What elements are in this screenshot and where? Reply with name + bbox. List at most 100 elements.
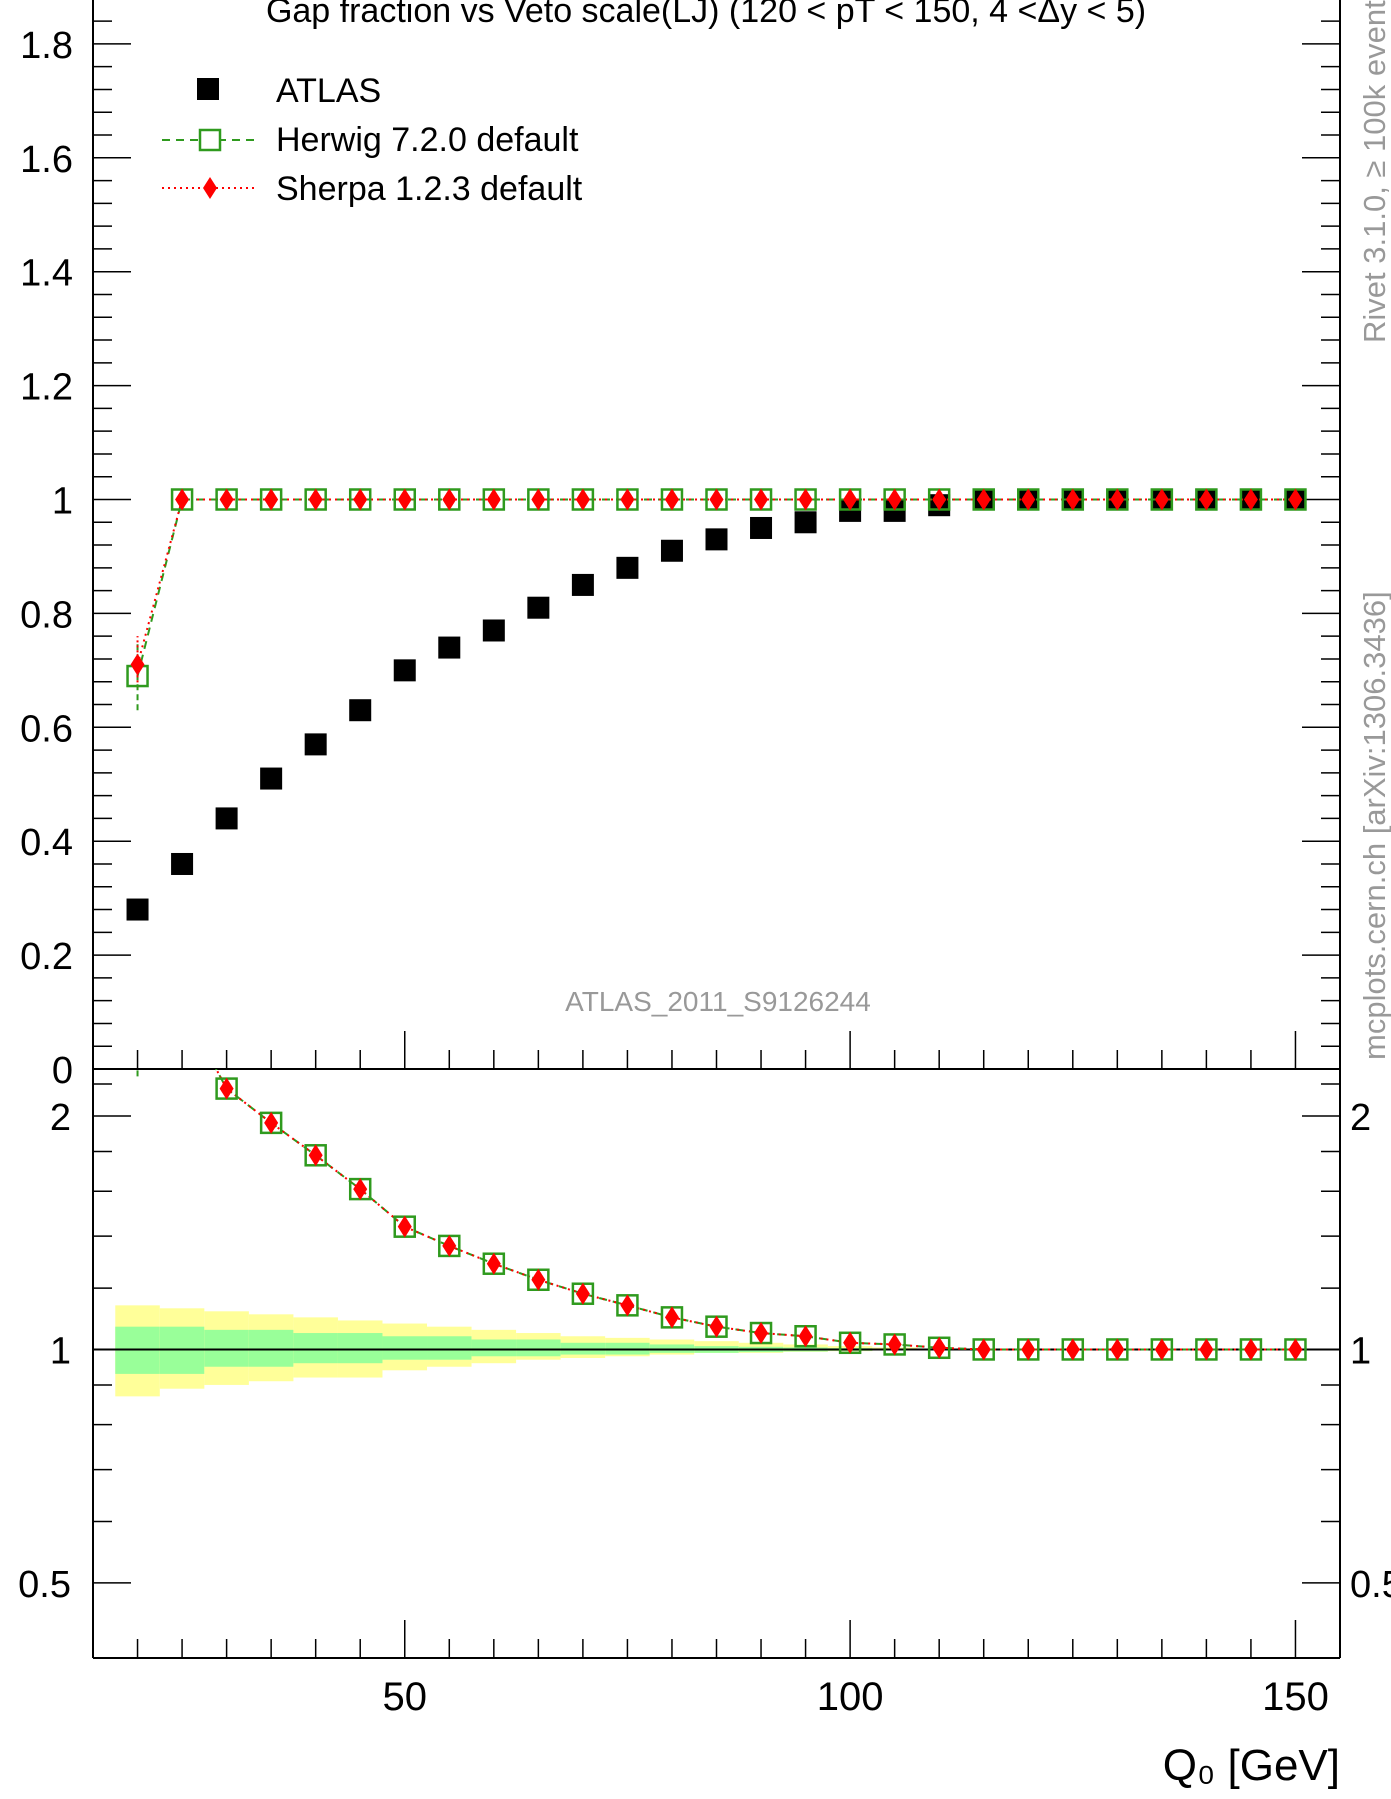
legend-sherpa-label: Sherpa 1.2.3 default <box>276 170 583 208</box>
sherpa-point <box>798 488 813 511</box>
ratio-sherpa-point <box>798 1325 813 1348</box>
sherpa-point <box>397 488 412 511</box>
sherpa-point <box>843 488 858 511</box>
sherpa-point <box>1021 488 1036 511</box>
sherpa-point <box>442 488 457 511</box>
sherpa-line <box>136 498 1296 665</box>
ratio-y-tick-label-right: 1 <box>1350 1330 1371 1372</box>
main-y-tick-label: 0.8 <box>20 594 73 636</box>
sherpa-point <box>620 488 635 511</box>
main-y-tick-label: 1 <box>52 481 73 523</box>
ratio-sherpa-point <box>843 1331 858 1354</box>
ratio-stat-band <box>204 1329 249 1367</box>
atlas-point <box>482 619 505 642</box>
main-y-tick-label: 0.4 <box>20 822 73 864</box>
ratio-y-tick-label: 0.5 <box>18 1564 71 1606</box>
atlas-point <box>171 852 194 875</box>
ratio-stat-band <box>382 1336 428 1360</box>
sherpa-point <box>754 488 769 511</box>
atlas-point <box>616 556 639 579</box>
legend-herwig-marker <box>198 128 222 152</box>
x-tick-label: 100 <box>817 1675 884 1719</box>
sherpa-point <box>175 488 190 511</box>
sherpa-point <box>709 488 724 511</box>
sherpa-point <box>219 488 234 511</box>
herwig-line <box>136 498 1296 677</box>
atlas-point <box>126 898 149 921</box>
sherpa-point <box>976 488 991 511</box>
ratio-sherpa-point <box>1199 1338 1214 1361</box>
sherpa-point <box>932 488 947 511</box>
main-y-tick-label: 1.4 <box>20 253 73 295</box>
mcplots-reference-label: mcplots.cern.ch [arXiv:1306.3436] <box>1357 591 1391 1060</box>
ratio-sherpa-point <box>308 1144 323 1167</box>
sherpa-point <box>486 488 501 511</box>
main-y-tick-label: 1.2 <box>20 367 73 409</box>
legend-herwig-label: Herwig 7.2.0 default <box>276 121 579 159</box>
main-y-tick-label: 1.6 <box>20 139 73 181</box>
ratio-sherpa-point <box>1243 1338 1258 1361</box>
ratio-sherpa-point <box>1288 1338 1303 1361</box>
atlas-point <box>571 573 594 596</box>
atlas-point <box>705 528 728 551</box>
ratio-stat-band <box>337 1333 383 1364</box>
ratio-stat-band <box>516 1339 561 1357</box>
ratio-y-tick-label: 2 <box>50 1097 71 1139</box>
atlas-point <box>304 733 327 756</box>
sherpa-point <box>1288 488 1303 511</box>
ratio-sherpa-point <box>754 1322 769 1345</box>
ratio-stat-band <box>471 1339 517 1357</box>
chart-title: Gap fraction vs Veto scale(LJ) (120 < pT… <box>266 0 1146 30</box>
ratio-sherpa-point <box>264 1111 279 1134</box>
ratio-sherpa-point <box>709 1315 724 1338</box>
ratio-sherpa-point <box>442 1234 457 1257</box>
atlas-point <box>660 539 683 562</box>
atlas-point <box>527 596 550 619</box>
ratio-sherpa-point <box>887 1333 902 1356</box>
atlas-point <box>215 807 238 830</box>
main-y-tick-label: 0.2 <box>20 936 73 978</box>
sherpa-point <box>264 488 279 511</box>
ratio-sherpa-point <box>620 1294 635 1317</box>
sherpa-point <box>353 488 368 511</box>
x-tick-label: 150 <box>1262 1675 1329 1719</box>
ratio-sherpa-point <box>1110 1338 1125 1361</box>
ratio-sherpa-point <box>1065 1338 1080 1361</box>
sherpa-point <box>1154 488 1169 511</box>
ratio-sherpa-point <box>1154 1338 1169 1361</box>
rivet-version-label: Rivet 3.1.0, ≥ 100k events <box>1357 0 1391 343</box>
sherpa-point <box>130 653 145 676</box>
ratio-sherpa-point <box>976 1338 991 1361</box>
atlas-point <box>883 499 906 522</box>
sherpa-point <box>308 488 323 511</box>
sherpa-point <box>1199 488 1214 511</box>
ratio-sherpa-point <box>531 1268 546 1291</box>
sherpa-point <box>664 488 679 511</box>
x-tick-label: 50 <box>383 1675 428 1719</box>
atlas-point <box>794 511 817 534</box>
ratio-sherpa-line <box>215 1069 1296 1351</box>
sherpa-point <box>531 488 546 511</box>
atlas-point <box>393 659 416 682</box>
ratio-herwig-point <box>172 995 192 1015</box>
sherpa-point <box>575 488 590 511</box>
ratio-sherpa-point <box>575 1282 590 1305</box>
sherpa-point <box>887 488 902 511</box>
ratio-bands <box>115 1305 917 1397</box>
legend <box>162 78 258 199</box>
ratio-sherpa-point <box>353 1178 368 1201</box>
ratio-sherpa-point <box>397 1215 412 1238</box>
sherpa-point <box>1110 488 1125 511</box>
main-y-tick-label: 1.8 <box>20 25 73 67</box>
main-y-tick-label: 0 <box>52 1050 73 1092</box>
ratio-y-tick-label-right: 2 <box>1350 1097 1371 1139</box>
ratio-stat-band <box>248 1329 294 1367</box>
ratio-sherpa-point <box>664 1306 679 1329</box>
main-y-tick-label: 0.6 <box>20 708 73 750</box>
ratio-stat-band <box>293 1333 338 1364</box>
atlas-point <box>839 499 862 522</box>
atlas-point <box>349 699 372 722</box>
ratio-y-tick-label: 1 <box>50 1330 71 1372</box>
ratio-stat-band <box>427 1336 472 1360</box>
